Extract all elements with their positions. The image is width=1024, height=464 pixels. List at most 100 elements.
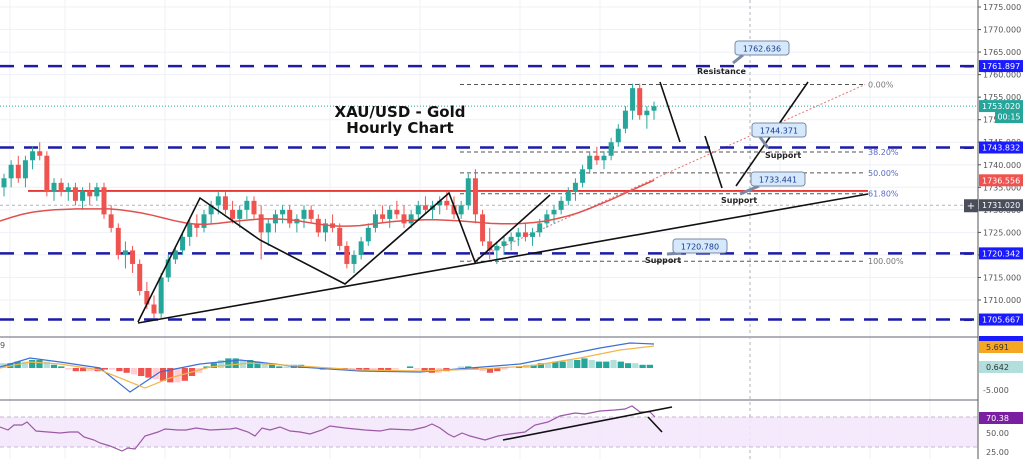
candle-body	[615, 128, 621, 143]
candle-body	[594, 155, 600, 161]
projection-line-down	[659, 81, 681, 143]
macd-histogram-bar	[72, 368, 79, 372]
candle-body	[201, 214, 207, 228]
macd-line	[0, 342, 655, 393]
price-badge-text: 1731.020	[982, 201, 1020, 210]
zigzag-pattern-line	[137, 191, 551, 323]
callout-1733-text: 1733.441	[759, 176, 797, 185]
macd-badge-text: 5.691	[986, 343, 1009, 352]
price-badge-text: 1761.897	[982, 62, 1020, 71]
callout-1762-text: 1762.636	[743, 45, 781, 54]
macd-histogram-bar	[29, 360, 36, 368]
price-badge-last-price	[979, 100, 1023, 113]
macd-histogram-bar	[276, 366, 283, 368]
price-badge-moving-average	[979, 174, 1023, 187]
fib-trend-line	[469, 84, 866, 262]
macd-histogram-bar	[268, 364, 276, 368]
callout-1720[interactable]	[672, 238, 728, 254]
macd-histogram-bar	[588, 360, 595, 368]
price-tick-label: 1735.000	[983, 183, 1021, 192]
macd-histogram-bar	[36, 360, 43, 368]
macd-histogram-bar	[421, 368, 428, 372]
candle-body	[358, 241, 364, 255]
candle-body	[87, 191, 93, 197]
macd-histogram-bar	[348, 368, 356, 370]
candle-body	[65, 187, 71, 192]
rsi-badge	[979, 412, 1023, 424]
macd-histogram-bar	[486, 368, 494, 373]
candle-body	[587, 155, 593, 170]
rsi-band	[0, 417, 978, 447]
macd-histogram-bar	[632, 363, 639, 368]
support-label-3: Support	[645, 256, 681, 265]
callout-1733[interactable]	[750, 171, 806, 187]
candle-body	[522, 232, 528, 237]
macd-histogram-bar	[392, 368, 399, 370]
macd-tick-label: -5.000	[983, 386, 1009, 395]
candle-body	[130, 250, 136, 264]
macd-histogram-bar	[167, 368, 174, 383]
projection-line-down-2	[704, 135, 723, 189]
price-axis[interactable]	[978, 0, 1024, 459]
macd-histogram-bar	[559, 361, 566, 368]
macd-histogram-bar	[109, 368, 116, 370]
macd-histogram-bar	[479, 368, 486, 372]
candle-body	[565, 191, 571, 201]
candle-body	[601, 155, 607, 161]
candle-body	[630, 88, 636, 111]
candle-body	[8, 164, 14, 179]
candle-body	[380, 214, 386, 219]
macd-histogram-bar	[43, 361, 50, 368]
macd-histogram-bar	[174, 368, 181, 383]
rsi-tick-label: 25.00	[986, 448, 1009, 457]
candle-body	[465, 178, 471, 206]
candle-body	[30, 151, 36, 161]
macd-histogram-bar	[159, 368, 167, 381]
macd-histogram-bar	[595, 361, 603, 368]
candle-body	[287, 209, 293, 224]
candle-body	[215, 196, 221, 206]
candle-body	[558, 200, 564, 210]
callout-1744[interactable]	[751, 122, 807, 138]
crosshair-add-button[interactable]	[964, 199, 978, 213]
candle-body	[208, 205, 214, 215]
candle-body	[472, 178, 478, 215]
price-badge-resistance-line	[979, 60, 1023, 73]
rsi-badge-text: 70.38	[986, 414, 1009, 423]
price-badge-text: 1705.667	[982, 316, 1020, 325]
macd-histogram-bar	[370, 368, 377, 372]
macd-label: 9	[0, 341, 5, 350]
candle-body	[365, 227, 371, 242]
macd-signal-badge	[979, 361, 1023, 373]
macd-histogram-bar	[639, 364, 646, 368]
candle-body	[115, 227, 121, 255]
candle-body	[487, 241, 493, 251]
macd-histogram-bar	[232, 358, 239, 368]
callout-1733-pointer	[739, 184, 760, 196]
candle-body	[387, 209, 393, 219]
candle-body	[551, 209, 557, 215]
macd-histogram-bar	[566, 360, 574, 368]
macd-histogram-bar	[247, 360, 254, 368]
fib-level-label: 61.80%	[868, 190, 899, 199]
price-badge-text: 1720.342	[982, 249, 1020, 258]
macd-histogram-bar	[646, 364, 653, 368]
macd-histogram-bar	[385, 368, 392, 372]
macd-histogram-bar	[603, 361, 610, 368]
candle-body	[444, 200, 450, 206]
callout-1744-text: 1744.371	[760, 127, 798, 136]
callout-1720-text: 1720.780	[681, 243, 719, 252]
fib-level-label: 100.00%	[868, 257, 904, 266]
macd-badge-top	[979, 336, 1023, 341]
candle-body	[280, 209, 286, 215]
price-tick-label: 1770.000	[983, 26, 1021, 35]
callout-1762[interactable]	[734, 40, 790, 56]
callout-1744-pointer	[758, 136, 770, 149]
price-badge-support-line	[979, 247, 1023, 260]
candle-body	[608, 142, 614, 156]
price-badge-text: 1743.832	[982, 143, 1020, 152]
macd-histogram-bar	[617, 361, 624, 368]
macd-histogram-bar	[261, 363, 268, 368]
